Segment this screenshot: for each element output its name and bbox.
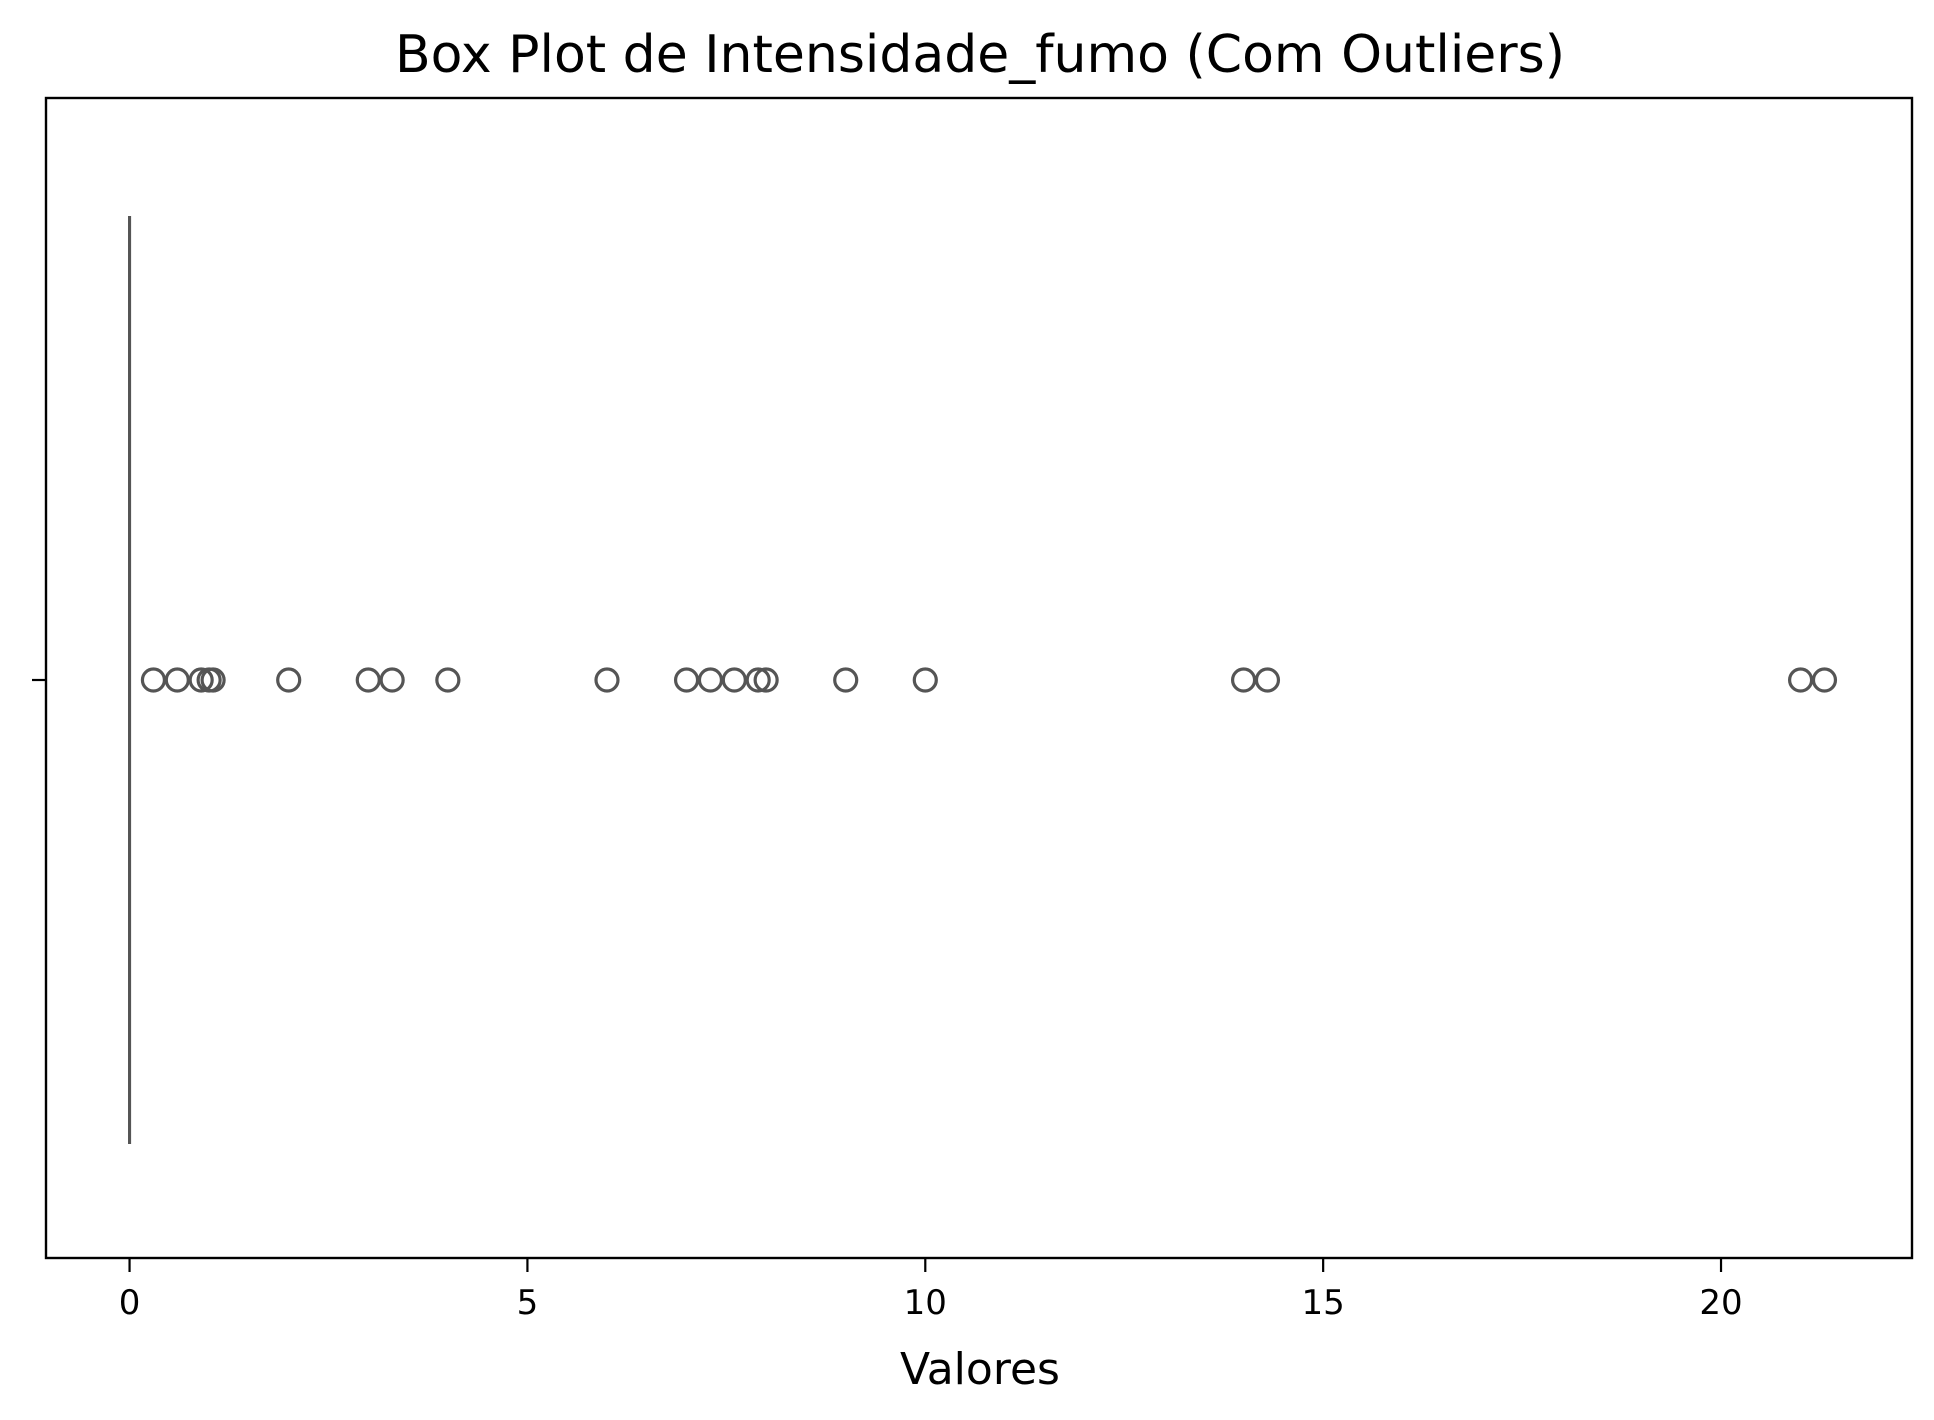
chart-title: Box Plot de Intensidade_fumo (Com Outlie… — [395, 25, 1565, 85]
axes-frame — [44, 96, 1914, 1260]
x-tick-label: 15 — [1302, 1283, 1345, 1323]
outlier-point — [1787, 667, 1814, 693]
outlier-point — [594, 667, 620, 693]
outlier-point — [673, 667, 700, 693]
x-tick-label: 0 — [119, 1283, 141, 1323]
outlier-point — [355, 667, 381, 693]
x-axis-label: Valores — [900, 1344, 1060, 1395]
outlier-point — [140, 667, 167, 693]
outlier-point — [833, 667, 859, 693]
outlier-point — [435, 667, 461, 693]
outlier-point — [912, 667, 938, 693]
x-tick-label: 10 — [904, 1283, 947, 1323]
outlier-point — [188, 667, 214, 693]
x-tick-label: 20 — [1699, 1283, 1742, 1323]
outlier-point — [164, 667, 190, 693]
outlier-point — [745, 667, 771, 693]
x-tick-label: 5 — [517, 1283, 539, 1323]
outlier-point — [379, 667, 405, 693]
x-axis-ticks: 0 5 10 15 20 — [119, 1258, 1743, 1323]
outlier-point — [721, 667, 747, 693]
plot-area — [128, 216, 1838, 1144]
outlier-point — [200, 667, 226, 693]
outlier-point — [276, 667, 302, 693]
outlier-point — [697, 667, 724, 693]
outlier-point — [753, 667, 779, 693]
outlier-point — [1230, 667, 1257, 693]
outlier-point — [1254, 667, 1281, 693]
outlier-point — [1811, 667, 1838, 693]
